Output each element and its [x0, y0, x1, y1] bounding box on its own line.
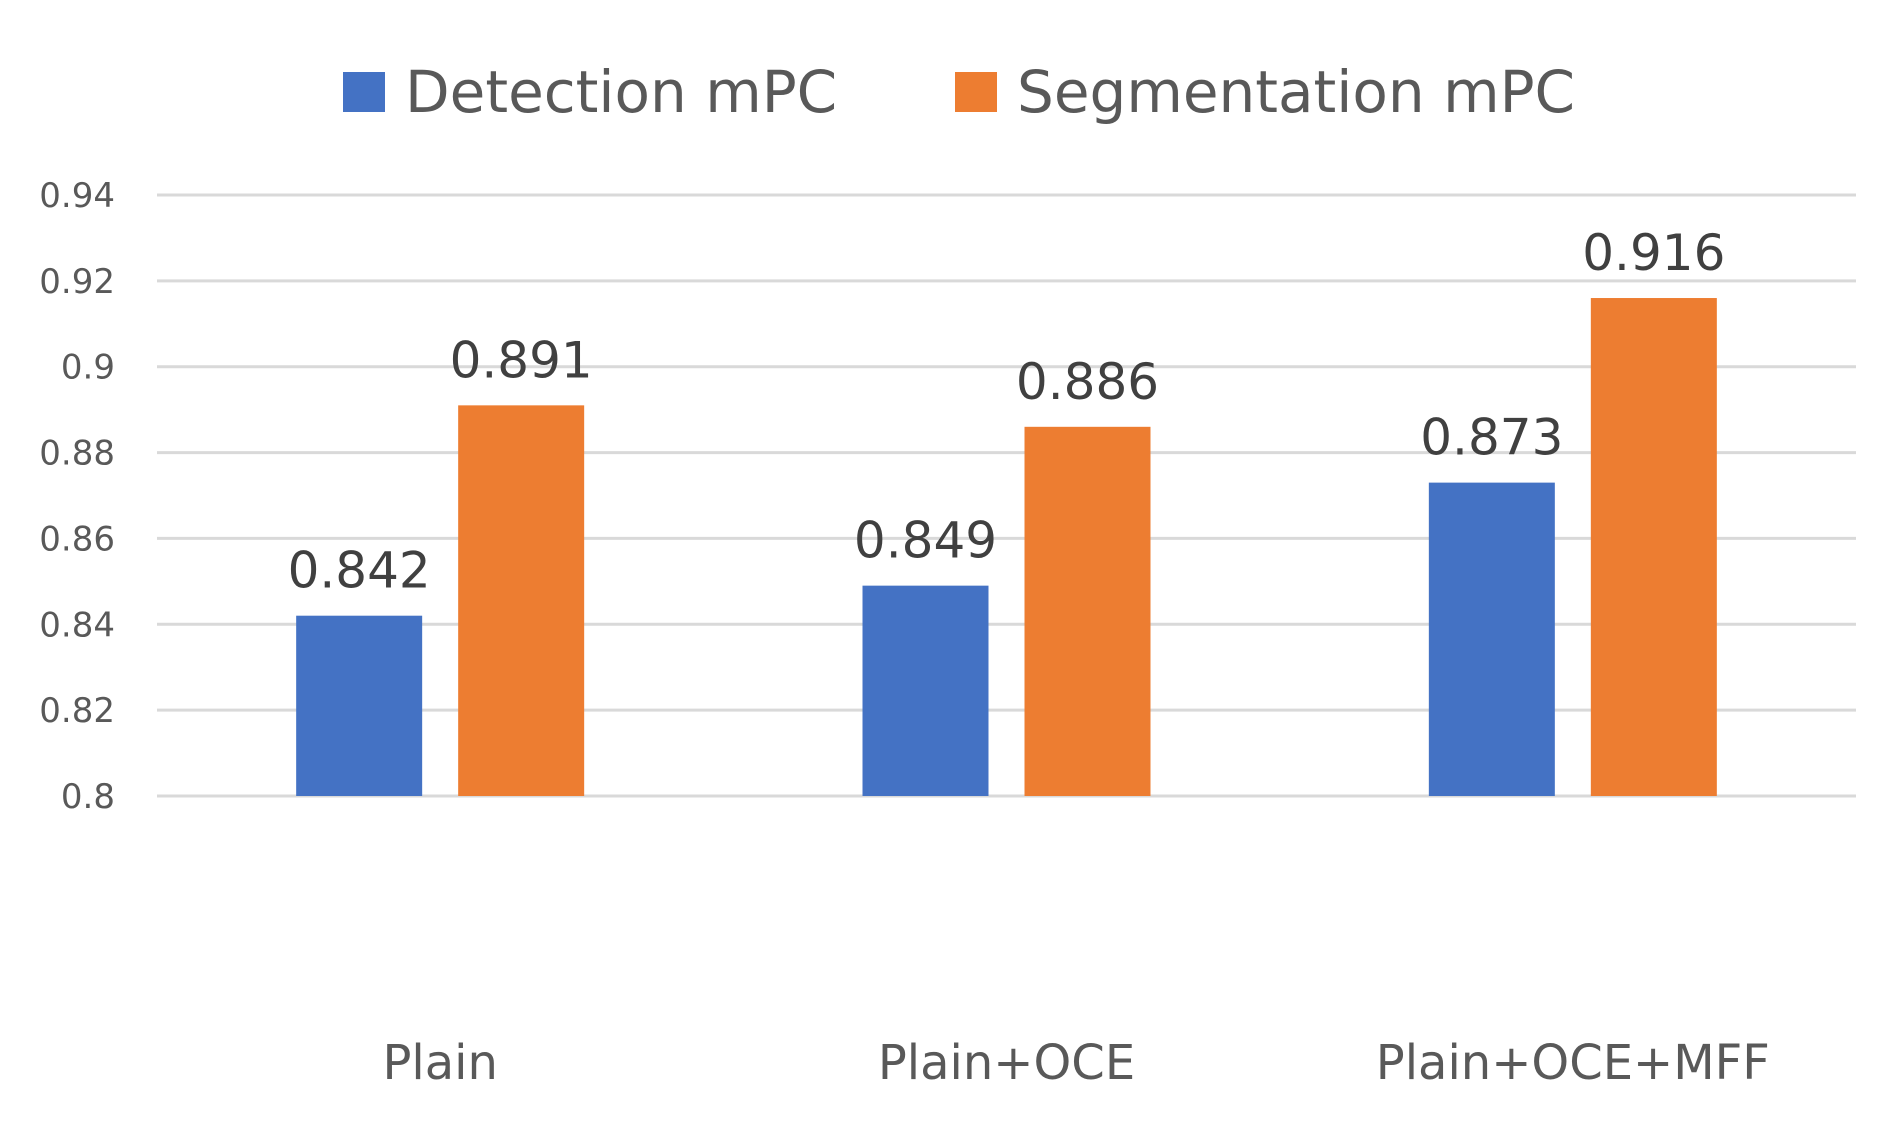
- bar-segmentation: [1024, 426, 1151, 796]
- y-tick-label: 0.88: [39, 434, 115, 474]
- data-label: 0.891: [450, 331, 593, 389]
- y-tick-label: 0.94: [39, 176, 115, 216]
- data-label: 0.916: [1582, 224, 1725, 282]
- bar-detection: [862, 585, 989, 796]
- data-label: 0.886: [1016, 353, 1159, 411]
- y-tick-label: 0.8: [61, 777, 115, 817]
- data-label: 0.842: [288, 542, 431, 600]
- x-category-label: Plain: [382, 1035, 497, 1091]
- data-label: 0.873: [1420, 409, 1563, 467]
- bar-detection: [1428, 482, 1555, 796]
- x-category-label: Plain+OCE: [878, 1035, 1135, 1091]
- x-category-label: Plain+OCE+MFF: [1376, 1035, 1770, 1091]
- bar-detection: [296, 615, 423, 796]
- y-tick-label: 0.86: [39, 519, 115, 559]
- y-tick-label: 0.92: [39, 262, 115, 302]
- bar-segmentation: [1590, 298, 1717, 796]
- y-tick-label: 0.84: [39, 605, 115, 645]
- data-label: 0.849: [854, 512, 997, 570]
- legend-label: Detection mPC: [405, 58, 837, 126]
- y-tick-label: 0.9: [61, 348, 115, 388]
- y-tick-label: 0.82: [39, 691, 115, 731]
- legend-label: Segmentation mPC: [1017, 58, 1575, 126]
- legend-swatch: [955, 72, 997, 112]
- bar-segmentation: [458, 405, 585, 796]
- legend-swatch: [343, 72, 385, 112]
